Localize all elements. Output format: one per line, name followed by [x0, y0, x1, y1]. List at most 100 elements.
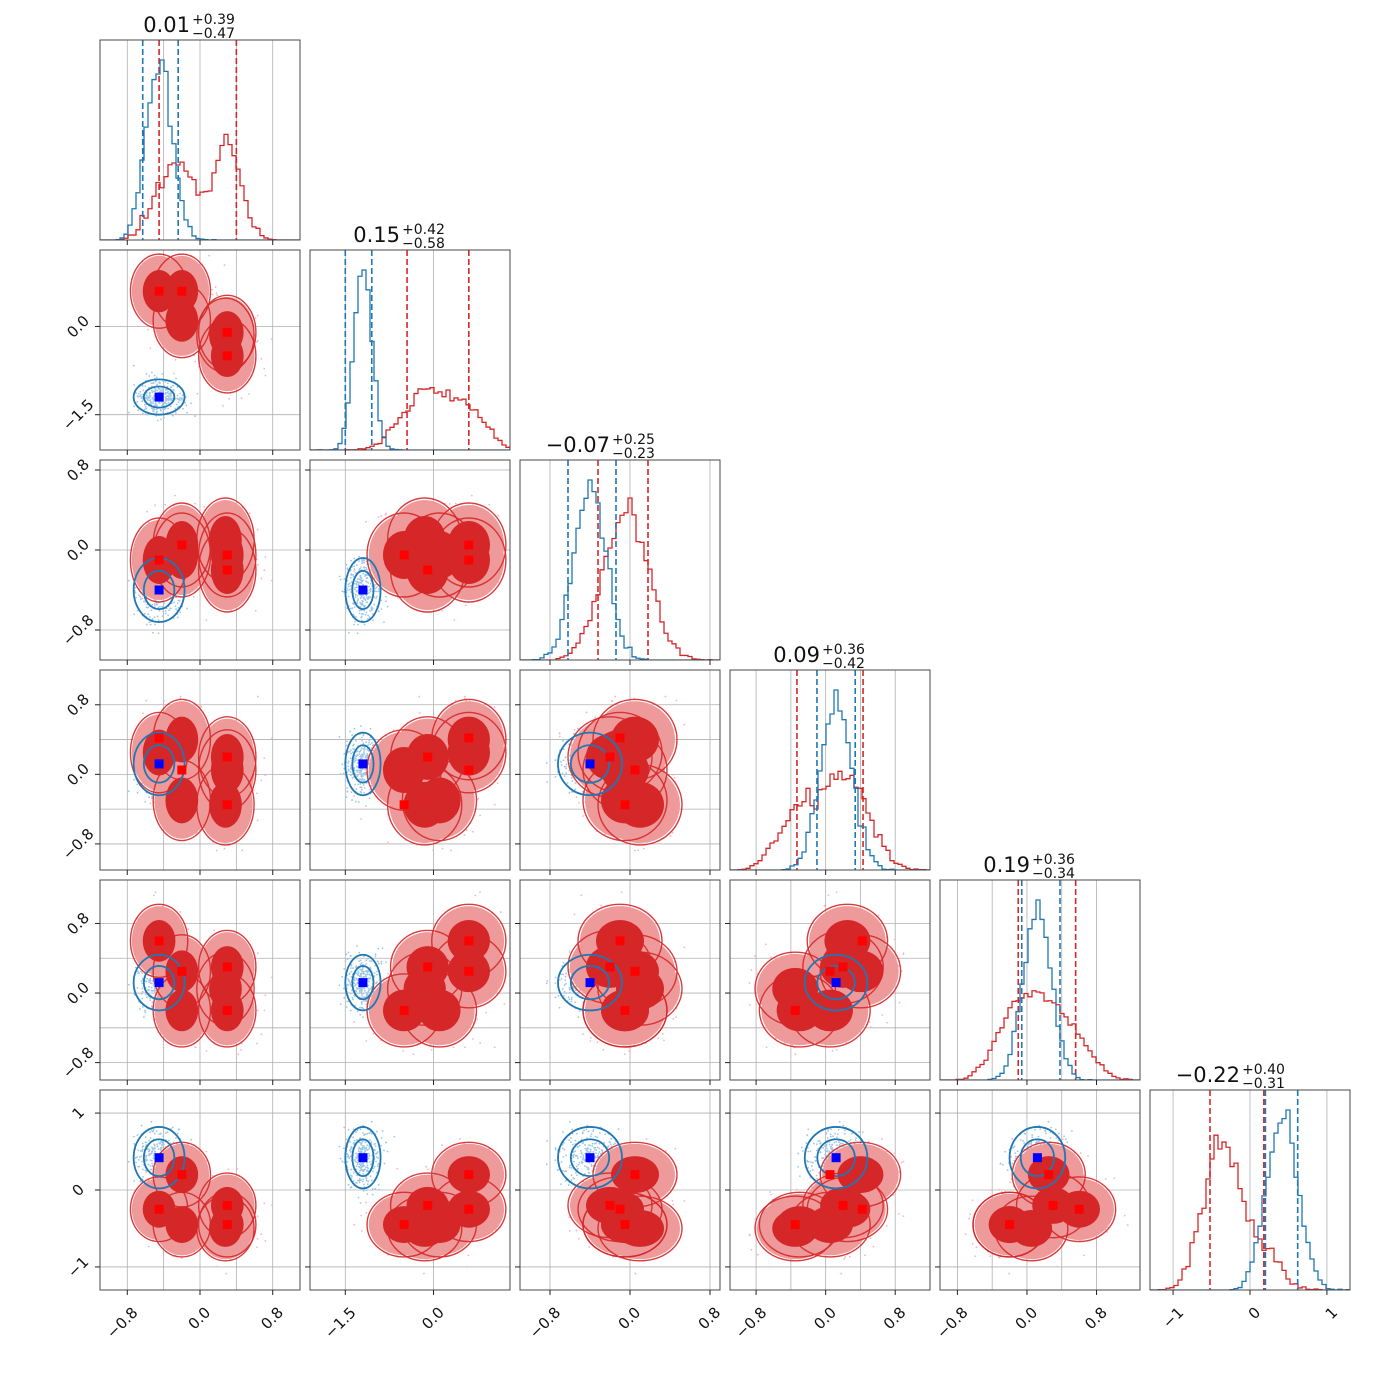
- red-sample-point: [215, 849, 218, 852]
- blue-sample-point: [345, 744, 348, 747]
- histogram-panel-0: 0.01 +0.39−0.47: [99, 12, 301, 245]
- red-sample-point: [465, 829, 468, 832]
- blue-sample-point: [351, 799, 353, 801]
- title-plus: +0.25: [612, 432, 655, 448]
- blue-sample-point: [354, 580, 357, 583]
- blue-contour-line: [351, 569, 375, 611]
- blue-sample-point: [367, 614, 369, 617]
- blue-sample-point: [355, 788, 358, 790]
- blue-sample-point: [369, 743, 371, 746]
- red-sample-point: [377, 516, 380, 519]
- blue-sample-point: [342, 772, 345, 775]
- red-sample-point: [223, 847, 226, 850]
- blue-sample-point: [351, 734, 353, 737]
- y-tick-label: 0.0: [63, 535, 93, 565]
- blue-sample-point: [360, 577, 363, 580]
- blue-sample-point: [155, 603, 158, 606]
- blue-sample-point: [359, 725, 362, 728]
- title-minus: −0.47: [192, 26, 235, 42]
- blue-sample-point: [166, 395, 169, 397]
- blue-sample-point: [150, 609, 153, 612]
- blue-sample-point: [172, 389, 175, 392]
- blue-sample-point: [359, 755, 362, 758]
- red-sample-point: [683, 723, 686, 726]
- blue-sample-point: [147, 606, 149, 609]
- red-sample-point: [142, 712, 144, 715]
- red-sample-point: [200, 705, 203, 708]
- blue-sample-point: [169, 394, 172, 397]
- blue-sample-point: [356, 753, 359, 756]
- scatter-panel-1-0: −1.50.0: [59, 249, 301, 455]
- red-sample-point: [610, 699, 613, 702]
- blue-sample-point: [153, 408, 156, 411]
- blue-sample-point: [359, 769, 362, 772]
- y-tick-label: 0.0: [63, 312, 93, 342]
- blue-sample-point: [143, 612, 146, 615]
- blue-sample-point: [194, 415, 197, 418]
- red-contour-line: [129, 711, 189, 794]
- blue-sample-point: [363, 561, 365, 564]
- blue-sample-point: [373, 603, 376, 606]
- title-median: 0.15: [353, 223, 400, 247]
- blue-sample-point: [352, 613, 355, 616]
- blue-sample-point: [354, 596, 357, 599]
- blue-sample-point: [353, 582, 356, 585]
- blue-sample-point: [355, 586, 358, 589]
- blue-sample-point: [167, 614, 169, 617]
- red-contour-line: [197, 294, 257, 371]
- panel-title: −0.07 +0.25−0.23: [546, 432, 655, 462]
- blue-sample-point: [355, 750, 358, 753]
- blue-sample-point: [374, 587, 377, 590]
- blue-sample-point: [368, 797, 371, 800]
- scatter-panel-2-0: −0.80.00.8: [59, 455, 301, 665]
- red-sample-point: [271, 338, 273, 340]
- blue-sample-point: [563, 775, 566, 777]
- blue-sample-point: [365, 601, 368, 604]
- blue-sample-point: [169, 386, 172, 389]
- blue-sample-point: [346, 787, 348, 789]
- blue-sample-point: [353, 557, 356, 560]
- red-contour-line: [196, 497, 255, 583]
- blue-sample-point: [361, 612, 363, 615]
- blue-sample-point: [169, 405, 172, 408]
- blue-sample-point: [369, 596, 372, 599]
- blue-sample-point: [378, 588, 380, 591]
- blue-sample-point: [359, 575, 362, 578]
- red-contour-line: [152, 759, 212, 842]
- red-contour-inner: [165, 299, 199, 342]
- blue-sample-point: [361, 560, 364, 563]
- blue-sample-point: [175, 377, 177, 380]
- title-minus: −0.58: [402, 236, 445, 252]
- red-sample-point: [252, 789, 255, 792]
- red-sample-point: [221, 404, 224, 407]
- blue-sample-point: [149, 623, 152, 626]
- blue-sample-point: [362, 752, 365, 754]
- blue-mode-marker: [358, 585, 368, 595]
- red-mode-marker: [154, 286, 164, 296]
- red-contour-inner: [210, 747, 244, 793]
- blue-sample-point: [360, 779, 363, 782]
- red-sample-point: [664, 695, 667, 698]
- blue-sample-point: [354, 620, 356, 623]
- y-tick-label: −0.8: [59, 611, 97, 649]
- blue-sample-point: [164, 380, 167, 383]
- blue-sample-point: [164, 612, 167, 615]
- red-mode-marker: [464, 555, 474, 565]
- blue-sample-point: [341, 590, 344, 593]
- blue-sample-point: [361, 736, 363, 739]
- blue-sample-point: [348, 588, 351, 591]
- blue-sample-point: [151, 391, 154, 394]
- blue-sample-point: [359, 567, 361, 570]
- panel-content: [100, 40, 300, 240]
- red-mode-marker: [177, 540, 187, 550]
- panel-title: 0.15 +0.42−0.58: [353, 222, 445, 252]
- red-sample-point: [380, 515, 382, 517]
- blue-sample-point: [162, 408, 164, 411]
- blue-sample-point: [356, 765, 358, 768]
- red-sample-point: [146, 510, 148, 513]
- blue-sample-point: [367, 581, 370, 584]
- blue-sample-point: [356, 594, 359, 597]
- blue-sample-point: [362, 742, 365, 745]
- blue-sample-point: [369, 582, 372, 585]
- blue-sample-point: [349, 607, 352, 610]
